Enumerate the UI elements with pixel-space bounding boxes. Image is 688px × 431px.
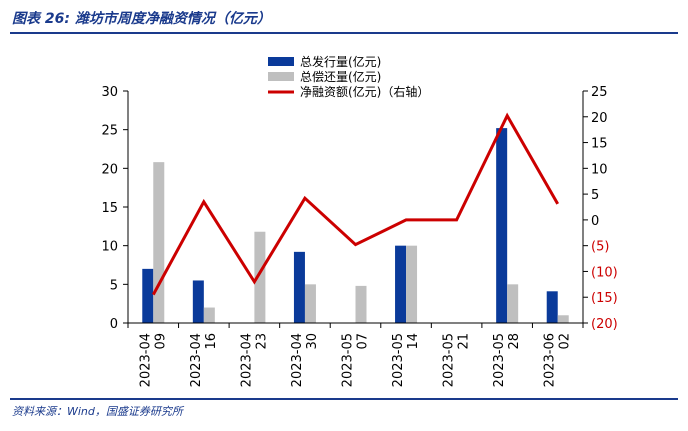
repayment-bar xyxy=(406,245,418,323)
right-tick-label: (20) xyxy=(591,317,618,332)
left-axis: 0 5 10 15 20 25 30 xyxy=(101,85,129,332)
x-tick-label: 2023-05 xyxy=(391,333,406,387)
bars xyxy=(142,128,569,323)
legend-label: 总偿还量(亿元) xyxy=(300,69,381,84)
x-tick-label: 21 xyxy=(457,333,472,350)
right-tick-label: 15 xyxy=(591,137,608,152)
x-tick-label: 23 xyxy=(254,333,269,350)
legend-label: 净融资额(亿元)（右轴） xyxy=(300,84,429,99)
x-tick-label: 07 xyxy=(356,333,371,350)
x-tick-label-group: 2023-05 21 xyxy=(442,333,472,387)
x-tick-label: 09 xyxy=(153,333,168,350)
chart-title: 图表 26: 潍坊市周度净融资情况（亿元） xyxy=(12,11,271,27)
issuance-bar xyxy=(395,245,407,323)
x-tick-label: 30 xyxy=(305,333,320,350)
x-tick-label: 2023-05 xyxy=(341,333,356,387)
x-tick-label: 02 xyxy=(558,333,573,350)
x-tick-label: 2023-04 xyxy=(290,333,305,387)
x-tick-label-group: 2023-06 02 xyxy=(543,333,573,387)
issuance-bar xyxy=(496,128,508,323)
right-tick-label: 25 xyxy=(591,85,608,100)
title-rule xyxy=(10,32,678,34)
x-tick-label-group: 2023-04 16 xyxy=(189,333,219,387)
chart: 总发行量(亿元)总偿还量(亿元)净融资额(亿元)（右轴） 0 5 10 15 20 25 3… xyxy=(101,54,618,387)
x-tick-label: 2023-05 xyxy=(492,333,507,387)
repayment-bar xyxy=(254,231,266,323)
x-tick-label: 2023-04 xyxy=(189,333,204,387)
issuance-bar xyxy=(293,251,305,323)
legend-swatch-repayment xyxy=(268,72,294,81)
left-tick-label: 0 xyxy=(110,317,118,332)
legend-swatch-issuance xyxy=(268,57,294,66)
issuance-bar xyxy=(142,268,154,323)
left-tick-label: 5 xyxy=(110,278,118,293)
x-tick-label-group: 2023-04 09 xyxy=(138,333,168,387)
source-note: 资料来源：Wind，国盛证券研究所 xyxy=(12,405,183,418)
footer-rule xyxy=(10,398,678,400)
x-axis-labels: 2023-04 09 2023-04 16 2023-04 23 2023-04 30 2023… xyxy=(127,322,584,387)
issuance-bar xyxy=(192,280,204,323)
x-tick-label: 28 xyxy=(507,333,522,350)
legend-label: 总发行量(亿元) xyxy=(300,54,381,69)
left-tick-label: 30 xyxy=(101,85,118,100)
left-tick-label: 15 xyxy=(101,201,118,216)
x-tick-label: 16 xyxy=(204,333,219,350)
repayment-bar xyxy=(304,284,316,323)
x-tick-label: 2023-06 xyxy=(543,333,558,387)
left-tick-label: 20 xyxy=(101,162,118,177)
repayment-bar xyxy=(203,307,215,323)
x-tick-label-group: 2023-05 07 xyxy=(341,333,371,387)
repayment-bar xyxy=(355,285,367,323)
right-tick-label: 20 xyxy=(591,111,608,126)
left-tick-label: 25 xyxy=(101,124,118,139)
repayment-bar xyxy=(557,315,569,323)
x-tick-label-group: 2023-05 28 xyxy=(492,333,522,387)
legend: 总发行量(亿元)总偿还量(亿元)净融资额(亿元)（右轴） xyxy=(268,54,429,99)
x-tick-label: 2023-05 xyxy=(442,333,457,387)
right-tick-label: 10 xyxy=(591,162,608,177)
net-financing-line xyxy=(151,112,560,296)
x-tick-label: 14 xyxy=(406,333,421,350)
right-tick-label: (15) xyxy=(591,291,618,306)
right-tick-label: (10) xyxy=(591,265,618,280)
repayment-bar xyxy=(153,162,165,323)
repayment-bar xyxy=(507,284,519,323)
right-axis: (20) (15) (10) (5) 0 5 10 15 20 25 xyxy=(582,85,618,332)
right-tick-label: 0 xyxy=(591,214,599,229)
x-tick-label: 2023-04 xyxy=(138,333,153,387)
x-tick-label-group: 2023-05 14 xyxy=(391,333,421,387)
right-tick-label: (5) xyxy=(591,240,609,255)
x-tick-label: 2023-04 xyxy=(239,333,254,387)
x-tick-label-group: 2023-04 30 xyxy=(290,333,320,387)
x-tick-label-group: 2023-04 23 xyxy=(239,333,269,387)
issuance-bar xyxy=(546,291,558,323)
left-tick-label: 10 xyxy=(101,240,118,255)
right-tick-label: 5 xyxy=(591,188,599,203)
